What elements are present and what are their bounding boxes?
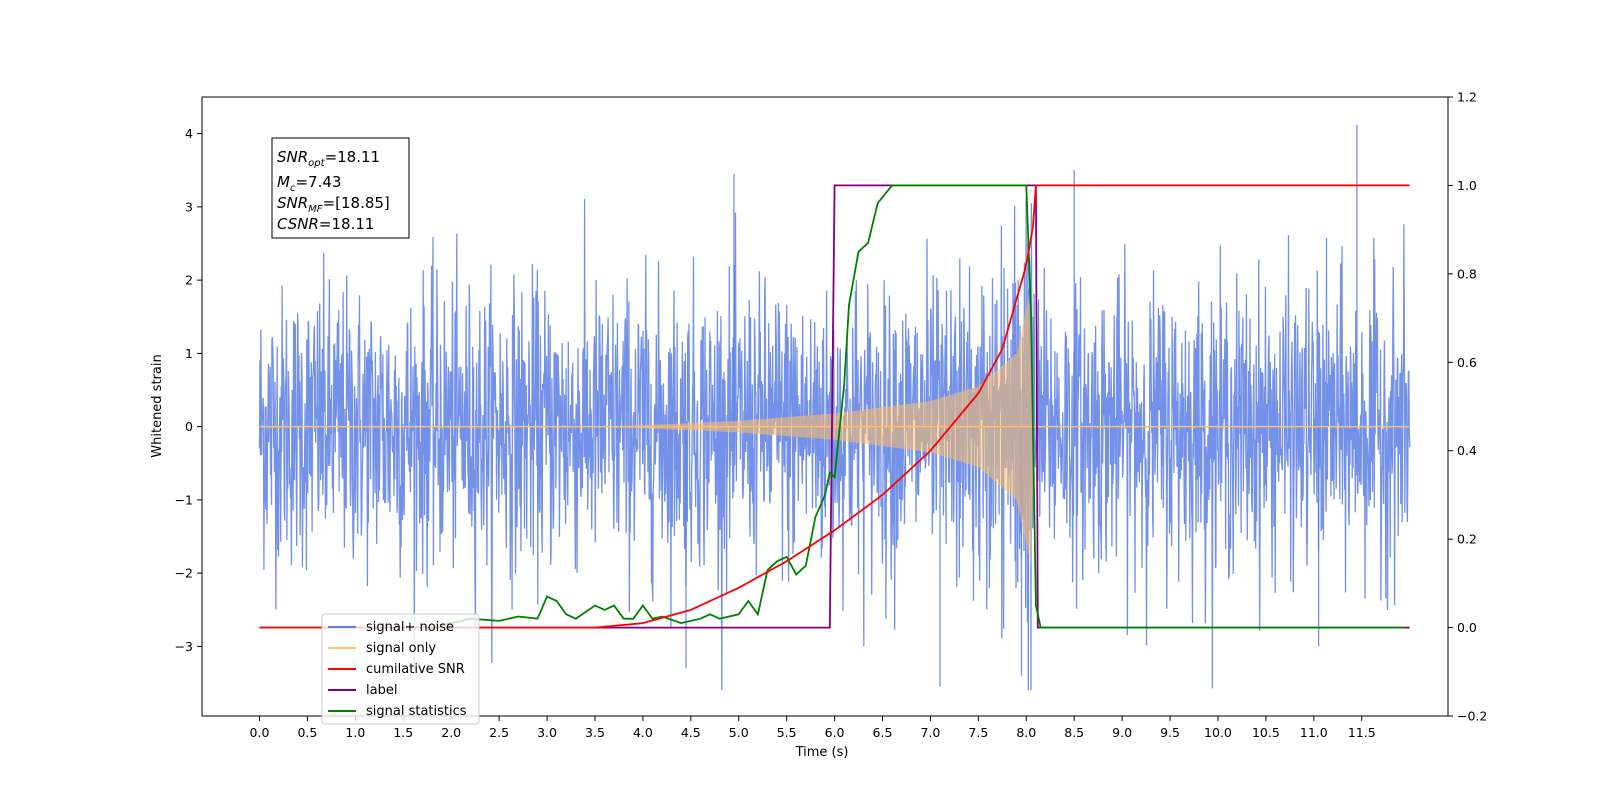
svg-text:SNRMF=[18.85]: SNRMF=[18.85] — [277, 194, 390, 215]
y-axis-right-ticks: −0.2 0.0 0.2 0.4 0.6 0.8 1.0 1.2 — [1448, 90, 1487, 724]
y2-tick-label: 1.0 — [1457, 178, 1477, 193]
x-tick-label: 4.5 — [681, 725, 701, 740]
x-tick-label: 5.5 — [777, 725, 797, 740]
x-tick-label: 7.5 — [968, 725, 988, 740]
y2-tick-label: 1.2 — [1457, 90, 1477, 105]
y-tick-label: −2 — [175, 566, 193, 581]
y-tick-label: 3 — [185, 199, 193, 214]
svg-text:CSNR=18.11: CSNR=18.11 — [277, 215, 374, 233]
legend-label-signal-only: signal only — [366, 641, 436, 656]
y-tick-label: 4 — [185, 126, 193, 141]
x-tick-label: 4.0 — [633, 725, 653, 740]
x-tick-label: 6.5 — [873, 725, 893, 740]
legend-label-signal-statistics: signal statistics — [366, 704, 467, 719]
x-tick-label: 10.0 — [1204, 725, 1232, 740]
x-tick-label: 8.5 — [1064, 725, 1084, 740]
info-box: SNRopt=18.11 Mc=7.43 SNRMF=[18.85] CSNR=… — [271, 137, 410, 239]
y2-tick-label: 0.0 — [1457, 620, 1477, 635]
y-axis-label: Whitened strain — [150, 354, 165, 457]
legend-label-signal-noise: signal+ noise — [366, 620, 454, 635]
x-tick-label: 9.5 — [1160, 725, 1180, 740]
x-tick-label: 11.0 — [1300, 725, 1328, 740]
y-tick-label: −1 — [175, 492, 193, 507]
y-tick-label: 0 — [185, 419, 193, 434]
x-tick-label: 10.5 — [1252, 725, 1280, 740]
x-axis-label: Time (s) — [795, 745, 849, 760]
svg-text:SNRopt=18.11: SNRopt=18.11 — [277, 148, 380, 169]
x-tick-label: 1.5 — [393, 725, 413, 740]
x-tick-label: 0.0 — [250, 725, 270, 740]
y-tick-label: 2 — [185, 273, 193, 288]
x-tick-label: 5.0 — [729, 725, 749, 740]
x-tick-label: 2.0 — [441, 725, 461, 740]
legend-label-label: label — [366, 683, 397, 698]
y-tick-label: 1 — [185, 346, 193, 361]
y2-tick-label: 0.8 — [1457, 266, 1477, 281]
y2-tick-label: 0.6 — [1457, 355, 1477, 370]
y-axis-left-ticks: −3 −2 −1 0 1 2 3 4 — [175, 126, 202, 654]
y2-tick-label: 0.2 — [1457, 532, 1477, 547]
x-tick-label: 1.0 — [345, 725, 365, 740]
x-tick-label: 8.0 — [1016, 725, 1036, 740]
x-tick-label: 11.5 — [1348, 725, 1376, 740]
x-tick-label: 3.5 — [585, 725, 605, 740]
legend-label-cumulative-snr: cumilative SNR — [366, 662, 465, 677]
legend: signal+ noise signal only cumilative SNR… — [321, 613, 480, 725]
plot-frame — [201, 96, 1449, 717]
y2-tick-label: −0.2 — [1457, 709, 1487, 724]
x-axis-ticks: 0.0 0.5 1.0 1.5 2.0 2.5 3.0 3.5 4.0 4.5 5.0 5.5 6.0 6… — [250, 716, 1376, 740]
x-tick-label: 3.0 — [537, 725, 557, 740]
x-tick-label: 0.5 — [297, 725, 317, 740]
x-tick-label: 9.0 — [1112, 725, 1132, 740]
y2-tick-label: 0.4 — [1457, 443, 1477, 458]
x-tick-label: 6.0 — [825, 725, 845, 740]
series-signal-statistics — [259, 184, 1405, 629]
x-tick-label: 7.0 — [920, 725, 940, 740]
x-tick-label: 2.5 — [489, 725, 509, 740]
series-signal-noise — [258, 197, 1411, 691]
y-tick-label: −3 — [175, 639, 193, 654]
svg-text:Mc=7.43: Mc=7.43 — [277, 173, 341, 194]
